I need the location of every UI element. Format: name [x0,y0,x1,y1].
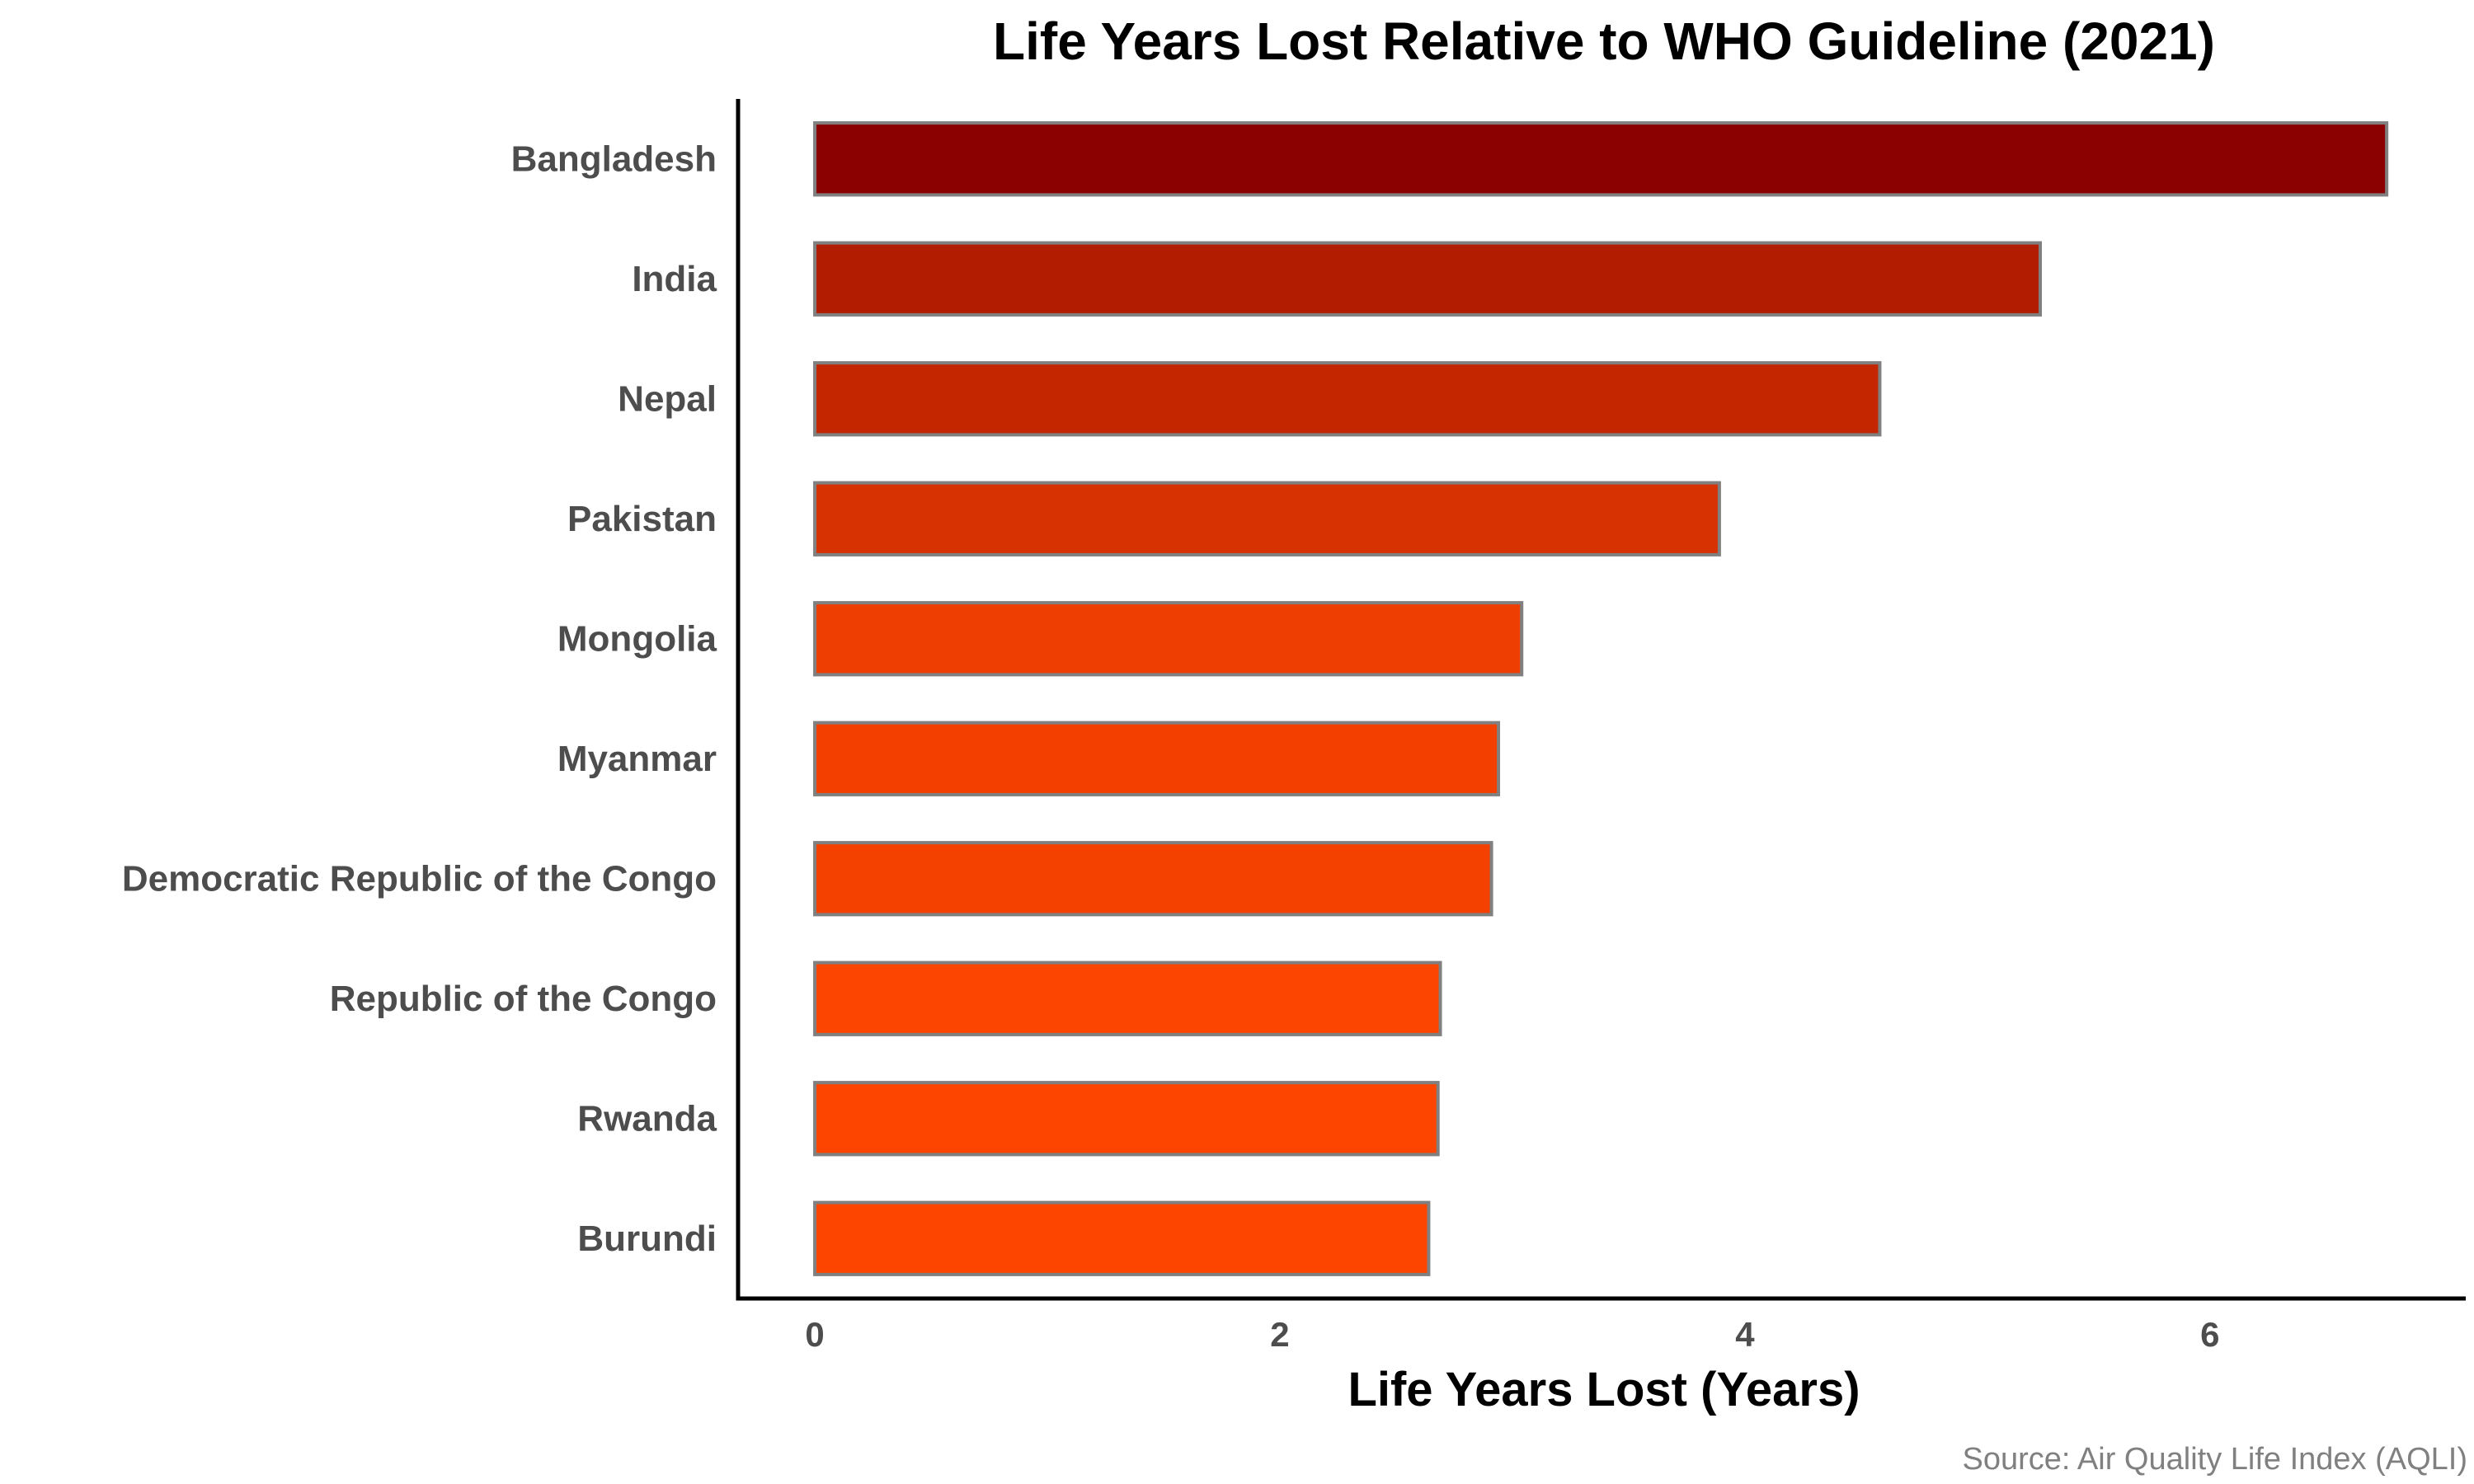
bar-republic-of-the-congo [813,960,1442,1036]
bar-india [813,241,2043,317]
y-tick-label: Pakistan [567,499,717,539]
bar-myanmar [813,721,1501,796]
bar-pakistan [813,481,1721,556]
y-tick-label: Republic of the Congo [330,979,717,1019]
y-tick-label: India [632,259,717,299]
y-tick-labels: Bangladesh India Nepal Pakistan Mongolia Myan… [122,139,717,1259]
bar-mongolia [813,601,1524,677]
y-tick-label: Nepal [618,378,717,419]
y-tick-label: Mongolia [557,618,717,659]
x-tick-label: 0 [805,1315,824,1354]
chart-title: Life Years Lost Relative to WHO Guidelin… [993,12,2215,71]
x-tick-label: 2 [1270,1315,1289,1354]
y-tick-label: Burundi [577,1219,717,1259]
y-tick-label: Rwanda [577,1098,717,1139]
bar-bangladesh [813,121,2389,197]
y-tick-label: Bangladesh [511,139,717,179]
x-tick-label: 6 [2200,1315,2219,1354]
bar-democratic-republic-of-the-congo [813,841,1493,917]
x-tick-label: 4 [1735,1315,1755,1354]
bar-burundi [813,1200,1431,1276]
source-caption: Source: Air Quality Life Index (AQLI) [1963,1442,2468,1477]
bar-nepal [813,361,1882,437]
x-tick-labels: 0 2 4 6 [805,1315,2219,1354]
bar-rwanda [813,1081,1440,1157]
x-axis-title: Life Years Lost (Years) [1348,1363,1860,1416]
bars-group [813,121,2389,1276]
y-tick-label: Democratic Republic of the Congo [122,858,717,899]
y-tick-label: Myanmar [557,739,717,779]
